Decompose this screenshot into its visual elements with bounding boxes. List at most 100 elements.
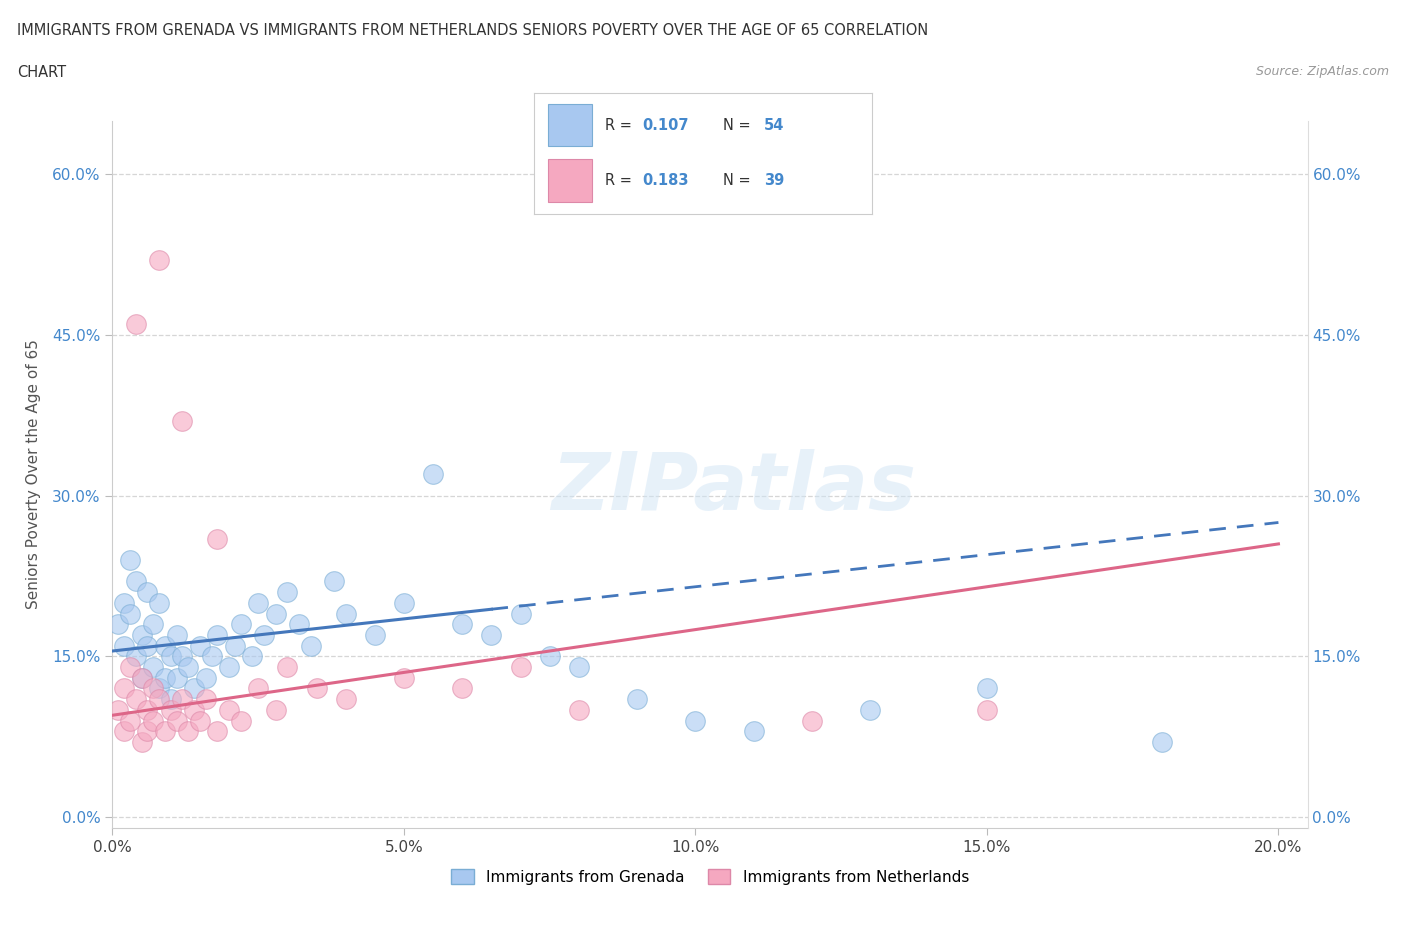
Point — [323, 574, 346, 589]
Point — [131, 671, 153, 685]
Point — [335, 606, 357, 621]
Point — [264, 702, 287, 717]
Point — [685, 713, 707, 728]
Text: N =: N = — [723, 117, 755, 133]
Point — [107, 617, 129, 631]
Point — [142, 681, 165, 696]
Legend: Immigrants from Grenada, Immigrants from Netherlands: Immigrants from Grenada, Immigrants from… — [444, 862, 976, 891]
Point — [177, 659, 200, 674]
Point — [172, 649, 194, 664]
Point — [188, 638, 211, 653]
Point — [118, 659, 141, 674]
Point — [451, 617, 474, 631]
Point — [218, 659, 240, 674]
Point — [451, 681, 474, 696]
Point — [288, 617, 311, 631]
Point — [742, 724, 765, 738]
Point — [253, 628, 276, 643]
Point — [568, 702, 591, 717]
Text: R =: R = — [605, 117, 637, 133]
Point — [118, 713, 141, 728]
Point — [207, 628, 229, 643]
Text: R =: R = — [605, 173, 637, 188]
Point — [159, 649, 181, 664]
Point — [153, 638, 176, 653]
Point — [172, 413, 194, 428]
Point — [159, 702, 181, 717]
Point — [242, 649, 264, 664]
Point — [264, 606, 287, 621]
Point — [305, 681, 328, 696]
Text: ZIPatlas: ZIPatlas — [551, 449, 917, 527]
Point — [131, 628, 153, 643]
Point — [976, 702, 998, 717]
Text: 0.107: 0.107 — [643, 117, 689, 133]
Point — [125, 574, 148, 589]
Point — [247, 595, 270, 610]
Point — [1150, 735, 1173, 750]
Point — [136, 702, 159, 717]
Bar — [548, 104, 592, 146]
Point — [136, 638, 159, 653]
Point — [148, 681, 170, 696]
Point — [207, 531, 229, 546]
Text: Source: ZipAtlas.com: Source: ZipAtlas.com — [1256, 65, 1389, 78]
Text: 54: 54 — [763, 117, 785, 133]
Text: IMMIGRANTS FROM GRENADA VS IMMIGRANTS FROM NETHERLANDS SENIORS POVERTY OVER THE : IMMIGRANTS FROM GRENADA VS IMMIGRANTS FR… — [17, 23, 928, 38]
Point — [481, 628, 503, 643]
Point — [153, 671, 176, 685]
Point — [148, 692, 170, 707]
Point — [183, 702, 205, 717]
Point — [112, 724, 135, 738]
Point — [392, 595, 415, 610]
Point — [568, 659, 591, 674]
Point — [148, 595, 170, 610]
Point — [335, 692, 357, 707]
Point — [276, 585, 298, 600]
Point — [801, 713, 824, 728]
Y-axis label: Seniors Poverty Over the Age of 65: Seniors Poverty Over the Age of 65 — [27, 339, 41, 609]
Point — [142, 713, 165, 728]
Point — [131, 671, 153, 685]
Point — [142, 617, 165, 631]
Point — [177, 724, 200, 738]
Point — [107, 702, 129, 717]
Point — [422, 467, 444, 482]
Point — [509, 606, 531, 621]
Bar — [548, 160, 592, 202]
Point — [218, 702, 240, 717]
Point — [172, 692, 194, 707]
Point — [131, 735, 153, 750]
Text: CHART: CHART — [17, 65, 66, 80]
Text: N =: N = — [723, 173, 755, 188]
Point — [136, 724, 159, 738]
Point — [153, 724, 176, 738]
Point — [159, 692, 181, 707]
Point — [538, 649, 561, 664]
Point — [200, 649, 222, 664]
Point — [976, 681, 998, 696]
Point — [118, 606, 141, 621]
Point — [112, 595, 135, 610]
Point — [364, 628, 387, 643]
Point — [166, 671, 188, 685]
Point — [112, 638, 135, 653]
Text: 39: 39 — [763, 173, 785, 188]
Point — [626, 692, 648, 707]
Point — [859, 702, 882, 717]
Point — [194, 671, 217, 685]
Point — [224, 638, 246, 653]
Point — [392, 671, 415, 685]
Point — [207, 724, 229, 738]
Point — [276, 659, 298, 674]
Point — [148, 253, 170, 268]
Point — [125, 649, 148, 664]
Point — [299, 638, 322, 653]
Point — [188, 713, 211, 728]
Point — [229, 617, 252, 631]
Point — [112, 681, 135, 696]
Point — [229, 713, 252, 728]
Point — [125, 692, 148, 707]
Text: 0.183: 0.183 — [643, 173, 689, 188]
Point — [118, 552, 141, 567]
